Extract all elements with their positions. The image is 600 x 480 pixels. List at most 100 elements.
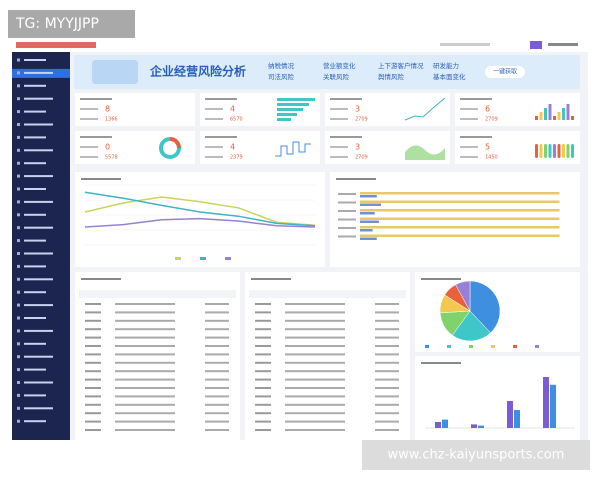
bar <box>360 229 373 232</box>
banner-tag: 基本面变化 <box>433 72 466 81</box>
table-cell <box>115 328 175 331</box>
menu-item[interactable] <box>24 342 46 345</box>
menu-item[interactable] <box>24 84 46 87</box>
menu-item[interactable] <box>24 200 53 203</box>
menu-item[interactable] <box>24 381 53 384</box>
banner-tag: 纳税情况 <box>268 61 295 70</box>
watermark: TG: MYYJJPP <box>15 16 99 32</box>
menu-icon[interactable] <box>17 200 20 204</box>
menu-icon[interactable] <box>17 355 20 359</box>
menu-icon[interactable] <box>17 329 20 333</box>
menu-icon[interactable] <box>17 368 20 372</box>
menu-icon[interactable] <box>17 342 20 346</box>
menu-item[interactable] <box>24 123 53 126</box>
menu-item[interactable] <box>24 407 53 410</box>
menu-icon[interactable] <box>17 135 20 139</box>
menu-icon[interactable] <box>17 406 20 410</box>
bar <box>360 237 377 240</box>
kpi-sublabel <box>205 108 223 110</box>
table-header <box>249 290 406 298</box>
table-cell <box>255 345 271 347</box>
menu-item[interactable] <box>24 213 46 216</box>
menu-item[interactable] <box>24 175 53 178</box>
panel <box>75 172 325 267</box>
menu-item[interactable] <box>24 97 53 100</box>
table-cell <box>375 412 399 415</box>
menu-item[interactable] <box>24 317 46 319</box>
user-name[interactable] <box>548 43 578 46</box>
menu-icon[interactable] <box>17 419 20 423</box>
menu-icon[interactable] <box>17 226 20 230</box>
menu-icon[interactable] <box>17 148 20 152</box>
table-cell <box>375 387 399 389</box>
menu-item[interactable] <box>24 162 46 165</box>
menu-icon[interactable] <box>17 277 20 281</box>
menu-icon[interactable] <box>17 290 20 294</box>
menu-item[interactable] <box>24 239 46 242</box>
line-series <box>84 196 316 226</box>
menu-icon[interactable] <box>17 381 20 384</box>
menu-item[interactable] <box>24 136 46 139</box>
button-label[interactable]: 一键获取 <box>493 68 517 76</box>
kpi-value: 3 <box>355 105 360 114</box>
menu-icon[interactable] <box>17 161 20 165</box>
kpi-label <box>80 136 112 138</box>
table-cell <box>85 370 101 373</box>
menu-icon[interactable] <box>17 303 20 307</box>
menu-item[interactable] <box>24 252 53 255</box>
table-cell <box>115 387 175 389</box>
menu-icon[interactable] <box>17 213 20 217</box>
kpi-label <box>205 136 237 138</box>
menu-icon[interactable] <box>17 393 20 397</box>
menu-icon[interactable] <box>17 264 20 268</box>
kpi-deco <box>539 144 543 158</box>
menu-icon[interactable] <box>17 252 20 255</box>
y-label <box>338 193 356 195</box>
table-cell <box>85 311 101 314</box>
menu-item[interactable] <box>24 329 53 332</box>
menu-item[interactable] <box>24 265 46 268</box>
menu-icon[interactable] <box>17 316 20 320</box>
banner-title: 企业经营风险分析 <box>149 64 246 79</box>
table-cell <box>205 303 229 305</box>
menu-item[interactable] <box>24 188 46 190</box>
menu-item[interactable] <box>24 226 53 229</box>
menu-item[interactable] <box>24 304 53 307</box>
menu-item[interactable] <box>24 278 53 281</box>
menu-icon[interactable] <box>17 58 20 62</box>
kpi-label <box>460 136 492 138</box>
menu-item[interactable] <box>24 71 53 74</box>
menu-icon[interactable] <box>17 110 20 114</box>
menu-icon[interactable] <box>17 84 20 88</box>
menu-icon[interactable] <box>17 239 20 243</box>
menu-icon[interactable] <box>17 187 20 191</box>
menu-item[interactable] <box>24 59 46 61</box>
menu-item[interactable] <box>24 368 46 371</box>
menu-icon[interactable] <box>17 174 20 178</box>
menu-icon[interactable] <box>17 71 20 75</box>
menu-icon[interactable] <box>17 123 20 126</box>
menu-icon[interactable] <box>17 97 20 101</box>
menu-item[interactable] <box>24 420 46 423</box>
table-cell <box>85 361 101 364</box>
avatar[interactable] <box>530 41 542 49</box>
panel <box>245 272 410 440</box>
button[interactable] <box>485 66 525 78</box>
kpi-deco <box>566 144 570 158</box>
table-cell <box>255 403 271 406</box>
kpi-sublabel <box>330 118 348 120</box>
table-cell <box>205 370 229 373</box>
menu-item[interactable] <box>24 291 46 294</box>
menu-item[interactable] <box>24 394 46 397</box>
table-cell <box>205 420 229 423</box>
menu-item[interactable] <box>24 149 53 152</box>
table-cell <box>375 345 399 347</box>
table-cell <box>85 378 101 381</box>
table-cell <box>115 420 175 423</box>
bar <box>360 226 560 229</box>
legend-swatch <box>491 345 495 348</box>
menu-item[interactable] <box>24 110 46 113</box>
table-cell <box>115 361 175 364</box>
menu-item[interactable] <box>24 355 53 358</box>
